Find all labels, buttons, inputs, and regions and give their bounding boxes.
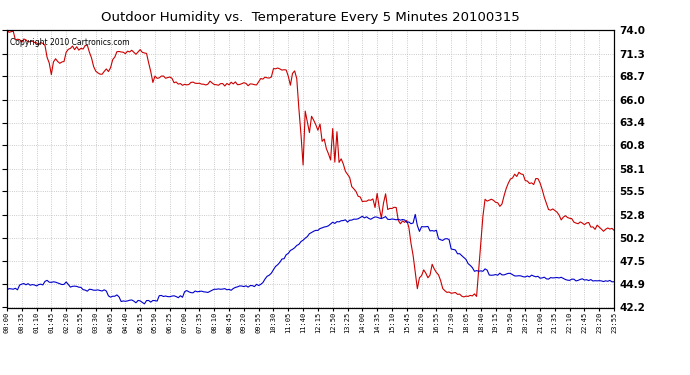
Text: Copyright 2010 Cartronics.com: Copyright 2010 Cartronics.com — [10, 38, 130, 47]
Text: Outdoor Humidity vs.  Temperature Every 5 Minutes 20100315: Outdoor Humidity vs. Temperature Every 5… — [101, 11, 520, 24]
